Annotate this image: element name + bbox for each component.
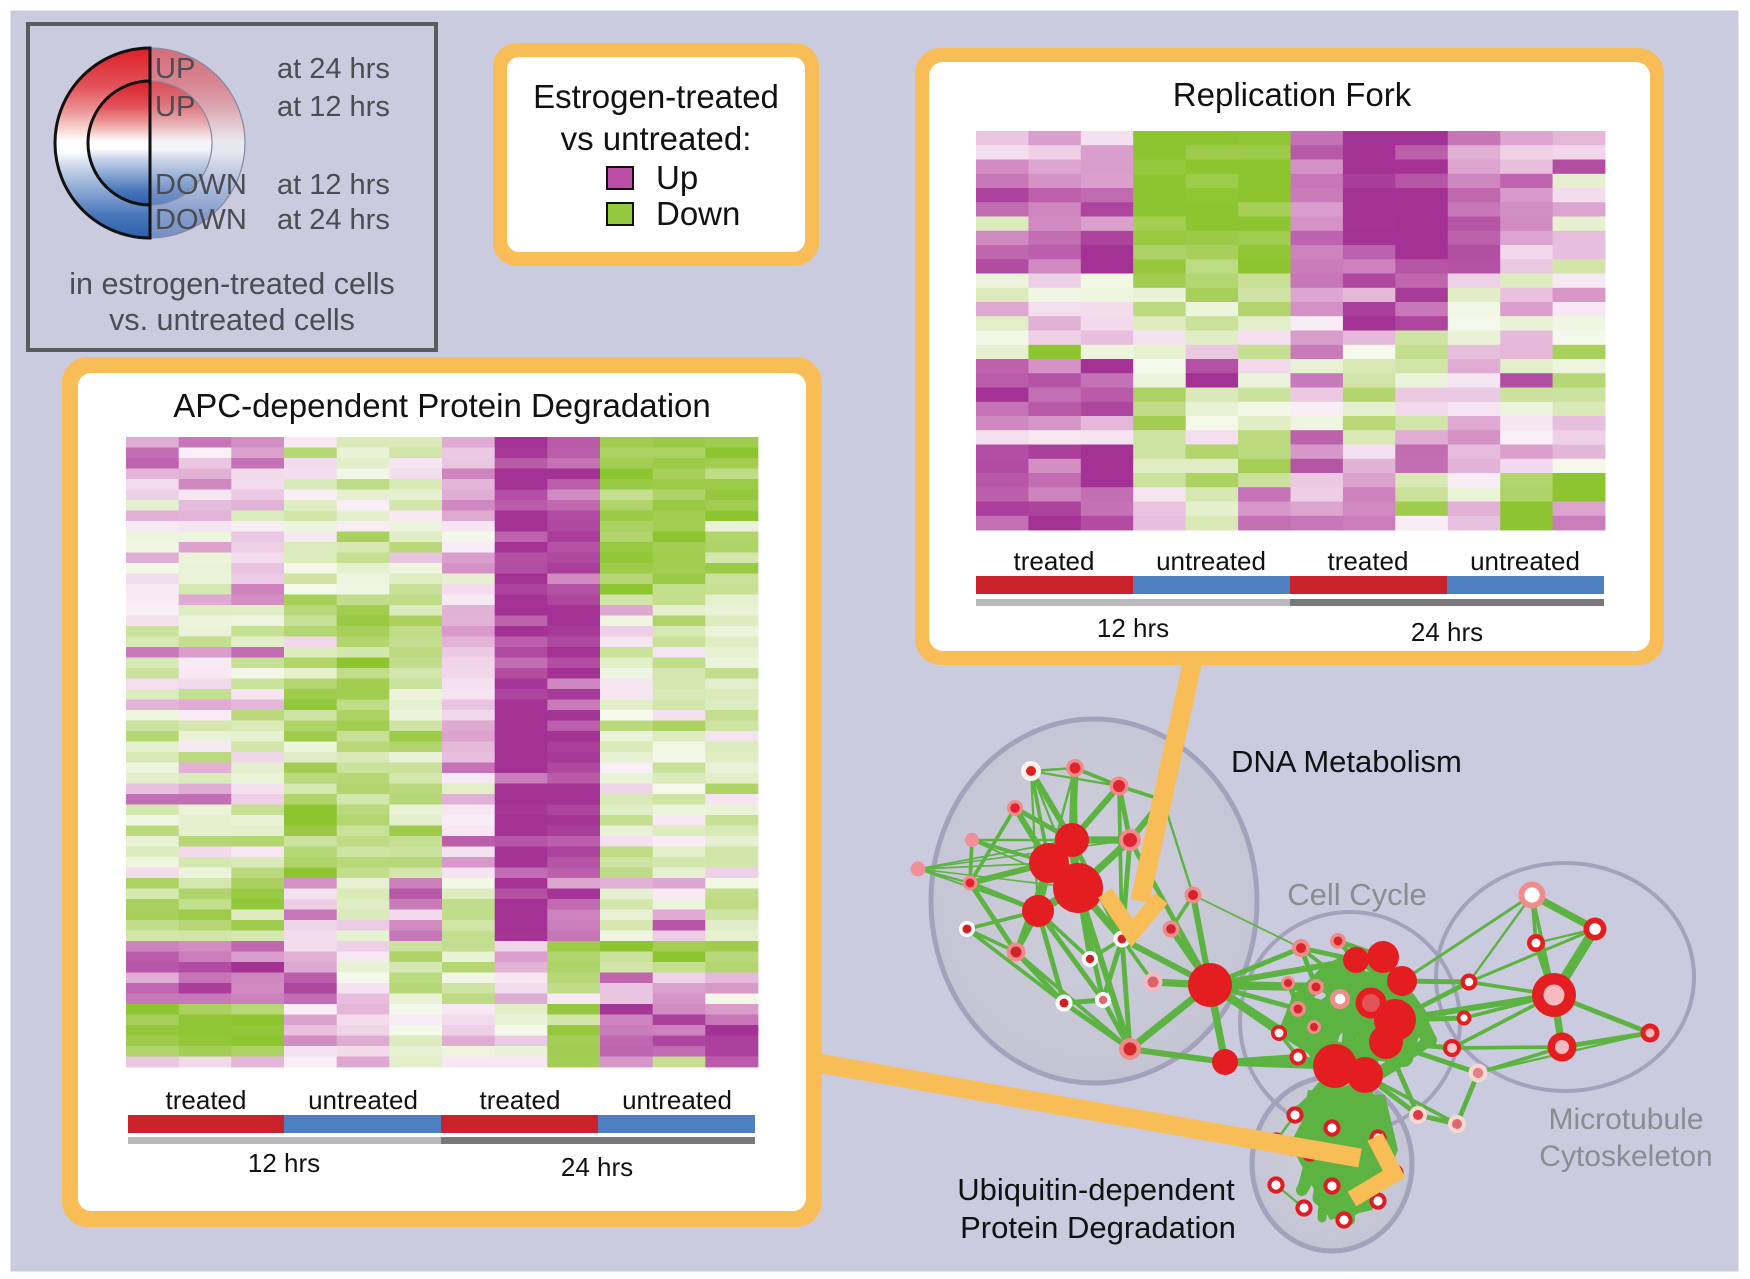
svg-text:treated: treated — [166, 1085, 247, 1115]
svg-text:Cell Cycle: Cell Cycle — [1287, 877, 1427, 912]
svg-text:Ubiquitin-dependent: Ubiquitin-dependent — [957, 1172, 1235, 1207]
svg-text:at 12 hrs: at 12 hrs — [277, 169, 390, 201]
svg-text:untreated: untreated — [308, 1085, 418, 1115]
svg-text:vs untreated:: vs untreated: — [561, 120, 752, 157]
svg-text:treated: treated — [1014, 546, 1095, 576]
svg-text:untreated: untreated — [1156, 546, 1266, 576]
svg-text:treated: treated — [480, 1085, 561, 1115]
svg-text:treated: treated — [1328, 546, 1409, 576]
svg-text:Protein Degradation: Protein Degradation — [960, 1210, 1236, 1245]
svg-text:in estrogen-treated cells: in estrogen-treated cells — [69, 267, 395, 301]
svg-text:Estrogen-treated: Estrogen-treated — [533, 78, 779, 115]
svg-text:DNA Metabolism: DNA Metabolism — [1231, 744, 1462, 779]
svg-text:UP: UP — [155, 53, 195, 85]
svg-text:untreated: untreated — [622, 1085, 732, 1115]
svg-text:12 hrs: 12 hrs — [1097, 613, 1169, 643]
svg-text:untreated: untreated — [1470, 546, 1580, 576]
svg-text:Replication Fork: Replication Fork — [1173, 76, 1412, 113]
svg-text:Cytoskeleton: Cytoskeleton — [1539, 1140, 1712, 1173]
svg-text:24 hrs: 24 hrs — [561, 1152, 633, 1182]
svg-text:APC-dependent Protein Degradat: APC-dependent Protein Degradation — [173, 387, 711, 424]
svg-text:24 hrs: 24 hrs — [1411, 617, 1483, 647]
svg-text:at 24 hrs: at 24 hrs — [277, 53, 390, 85]
svg-text:Microtubule: Microtubule — [1548, 1103, 1703, 1136]
svg-text:DOWN: DOWN — [155, 204, 247, 236]
svg-text:Up: Up — [656, 159, 698, 196]
svg-text:Down: Down — [656, 195, 740, 232]
svg-text:12 hrs: 12 hrs — [248, 1148, 320, 1178]
svg-text:at 12 hrs: at 12 hrs — [277, 91, 390, 123]
svg-text:at 24 hrs: at 24 hrs — [277, 204, 390, 236]
svg-text:DOWN: DOWN — [155, 169, 247, 201]
svg-text:vs. untreated cells: vs. untreated cells — [109, 303, 355, 337]
svg-text:UP: UP — [155, 91, 195, 123]
